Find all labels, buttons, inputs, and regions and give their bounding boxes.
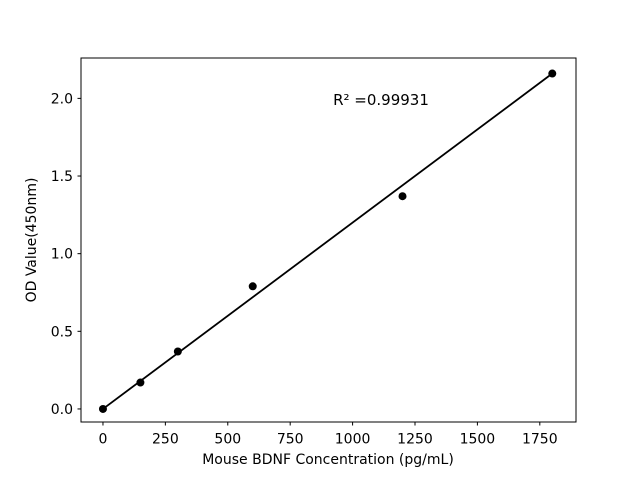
x-axis-label: Mouse BDNF Concentration (pg/mL) (202, 452, 454, 468)
data-point (548, 69, 557, 78)
y-axis-label: OD Value(450nm) (24, 177, 40, 303)
y-tick-label: 1.5 (51, 169, 73, 185)
y-tick-label: 2.0 (51, 91, 73, 107)
x-tick-label: 1000 (335, 432, 371, 448)
y-tick-label: 0.5 (51, 324, 73, 340)
axes-frame (80, 57, 577, 423)
x-tick-label: 1500 (460, 432, 496, 448)
x-tick-label: 750 (277, 432, 304, 448)
data-point (173, 347, 182, 356)
x-tick-label: 1250 (397, 432, 433, 448)
data-point (136, 378, 145, 387)
x-tick-label: 0 (99, 432, 108, 448)
data-point (98, 404, 107, 413)
x-tick-label: 1750 (522, 432, 558, 448)
data-point (398, 192, 407, 201)
x-tick-label: 500 (214, 432, 241, 448)
r-squared-annotation: R² =0.99931 (333, 91, 429, 109)
x-tick-label: 250 (152, 432, 179, 448)
y-tick-label: 1.0 (51, 247, 73, 263)
y-tick-label: 0.0 (51, 402, 73, 418)
data-point (248, 282, 257, 291)
fit-line (102, 72, 553, 410)
